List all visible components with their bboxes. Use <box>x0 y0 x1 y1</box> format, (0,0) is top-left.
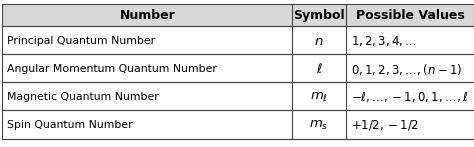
Text: Symbol: Symbol <box>293 9 345 22</box>
Text: $+1/2, -1/2$: $+1/2, -1/2$ <box>351 118 419 132</box>
Bar <box>346 4 474 26</box>
Bar <box>292 82 346 110</box>
Bar <box>2 26 292 54</box>
Text: Principal Quantum Number: Principal Quantum Number <box>7 36 155 46</box>
Text: $n$: $n$ <box>314 35 324 48</box>
Text: $\ell$: $\ell$ <box>316 62 323 76</box>
Bar <box>346 26 474 54</box>
Bar <box>292 110 346 139</box>
Text: $-\ell, \ldots, -1, 0, 1, \ldots, \ell$: $-\ell, \ldots, -1, 0, 1, \ldots, \ell$ <box>351 90 468 104</box>
Bar <box>292 4 346 26</box>
Text: $m_s$: $m_s$ <box>310 118 329 132</box>
Bar <box>2 110 292 139</box>
Bar <box>346 54 474 82</box>
Bar <box>292 26 346 54</box>
Text: Magnetic Quantum Number: Magnetic Quantum Number <box>7 92 159 102</box>
Text: $1, 2, 3, 4, \ldots$: $1, 2, 3, 4, \ldots$ <box>351 34 417 48</box>
Bar <box>346 110 474 139</box>
Text: $0, 1, 2, 3, \ldots, (n-1)$: $0, 1, 2, 3, \ldots, (n-1)$ <box>351 62 462 77</box>
Bar <box>2 82 292 110</box>
Text: Spin Quantum Number: Spin Quantum Number <box>7 120 133 130</box>
Text: Angular Momentum Quantum Number: Angular Momentum Quantum Number <box>7 64 217 74</box>
Bar <box>292 54 346 82</box>
Text: $m_\ell$: $m_\ell$ <box>310 90 328 104</box>
Text: Number: Number <box>119 9 175 22</box>
Bar <box>346 82 474 110</box>
Text: Possible Values: Possible Values <box>356 9 465 22</box>
Bar <box>2 4 292 26</box>
Bar <box>2 54 292 82</box>
